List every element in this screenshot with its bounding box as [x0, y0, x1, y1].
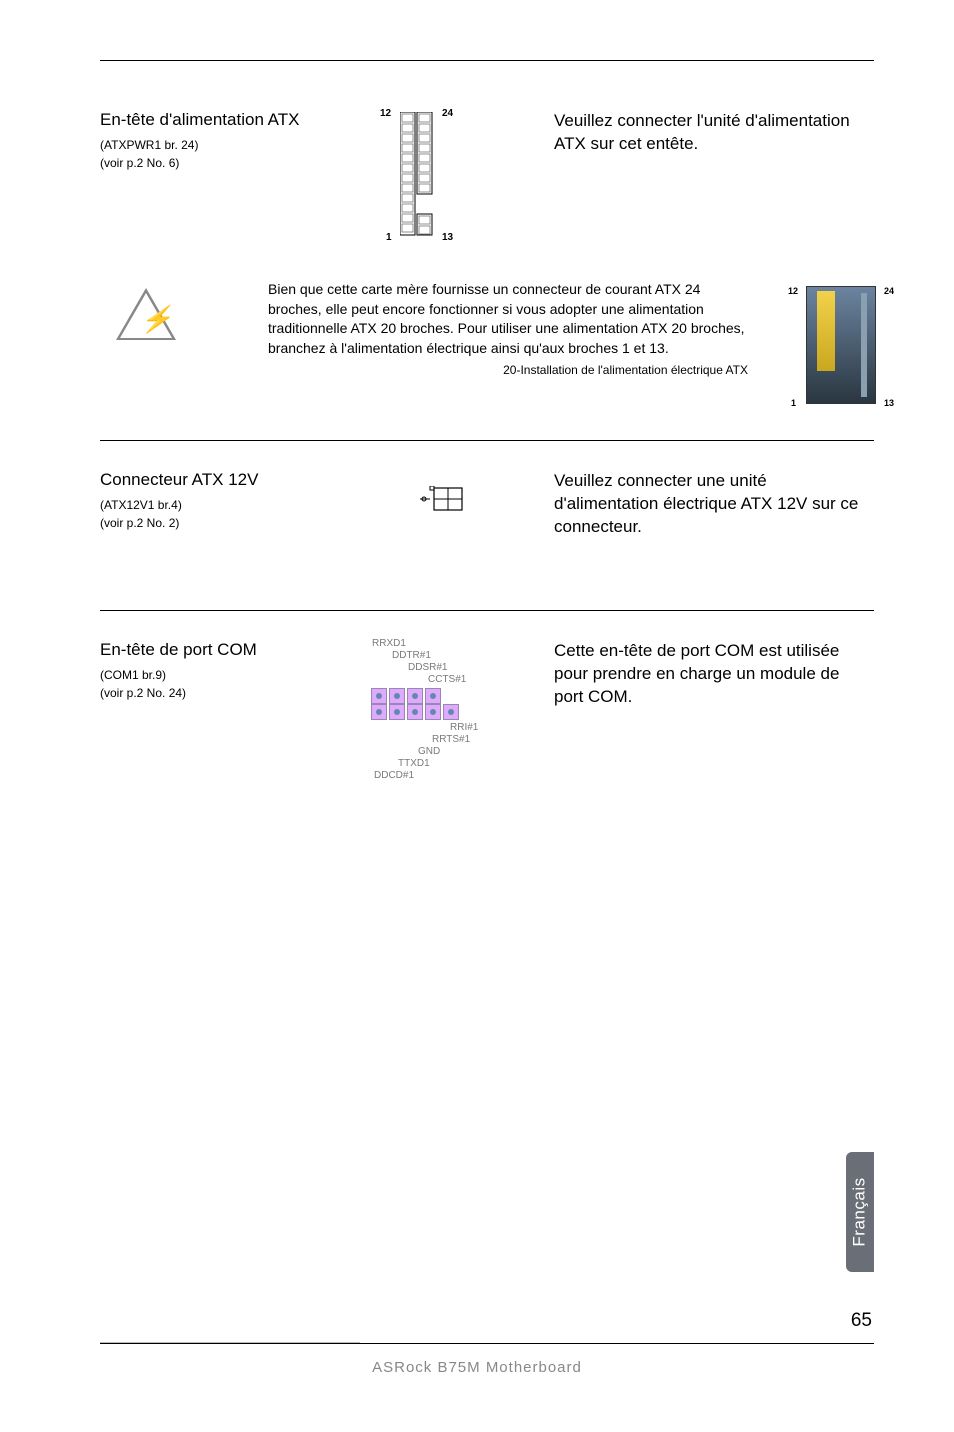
warning-icon: ⚡	[114, 284, 178, 358]
page-number: 65	[851, 1310, 872, 1332]
page: En-tête d'alimentation ATX (ATXPWR1 br. …	[0, 0, 954, 1432]
s1-sub1: (ATXPWR1 br. 24)	[100, 136, 380, 154]
s1-right-text: Veuillez connecter l'unité d'alimentatio…	[554, 110, 854, 156]
com-port-diagram: RRXD1 DDTR#1 DDSR#1 CCTS#1 RRI#1 RRTS#1 …	[366, 638, 516, 782]
warning-block: ⚡ Bien que cette carte mère fournisse un…	[100, 280, 876, 420]
photo-label-12: 12	[788, 286, 798, 296]
language-label: Français	[850, 1177, 870, 1246]
s2-left-block: Connecteur ATX 12V (ATX12V1 br.4) (voir …	[100, 470, 380, 532]
com-top-label-3: CCTS#1	[428, 674, 516, 686]
photo-label-1: 1	[791, 398, 796, 408]
com-top-label-2: DDSR#1	[408, 662, 516, 674]
warning-text-block: Bien que cette carte mère fournisse un c…	[268, 280, 748, 379]
com-bot-label-0: RRI#1	[450, 722, 516, 734]
atx-pin-label-1: 1	[386, 232, 392, 243]
atx-photo	[806, 286, 876, 404]
atx-header-diagram	[400, 112, 460, 241]
rule-mid-2	[100, 610, 874, 611]
photo-label-24: 24	[884, 286, 894, 296]
com-top-label-1: DDTR#1	[392, 650, 516, 662]
com-top-label-0: RRXD1	[372, 638, 516, 650]
lightning-icon: ⚡	[140, 304, 172, 335]
com-bot-label-1: RRTS#1	[432, 734, 516, 746]
photo-label-13: 13	[884, 398, 894, 408]
atx-pin-label-12: 12	[380, 108, 391, 119]
com-bot-label-2: GND	[418, 746, 516, 758]
rule-top	[100, 60, 874, 61]
com-bot-label-4: DDCD#1	[374, 770, 516, 782]
s3-sub2: (voir p.2 No. 24)	[100, 684, 380, 702]
s2-sub2: (voir p.2 No. 2)	[100, 514, 380, 532]
atx12v-diagram	[420, 486, 460, 510]
s3-sub1: (COM1 br.9)	[100, 666, 380, 684]
warning-caption: 20-Installation de l'alimentation électr…	[268, 362, 748, 379]
s3-right-text: Cette en-tête de port COM est utilisée p…	[554, 640, 864, 709]
s1-sub2: (voir p.2 No. 6)	[100, 154, 380, 172]
warning-body: Bien que cette carte mère fournisse un c…	[268, 280, 748, 358]
com-bot-label-3: TTXD1	[398, 758, 516, 770]
s3-title: En-tête de port COM	[100, 640, 380, 660]
s2-sub1: (ATX12V1 br.4)	[100, 496, 380, 514]
com-pin-row-bottom	[370, 704, 516, 720]
language-side-tab: Français	[846, 1152, 874, 1272]
rule-mid-1	[100, 440, 874, 441]
footer-label: ASRock B75M Motherboard	[372, 1359, 582, 1376]
footer-text: ASRock B75M Motherboard	[0, 1359, 954, 1376]
s1-title: En-tête d'alimentation ATX	[100, 110, 380, 130]
s3-left-block: En-tête de port COM (COM1 br.9) (voir p.…	[100, 640, 380, 702]
s2-title: Connecteur ATX 12V	[100, 470, 380, 490]
s1-left-block: En-tête d'alimentation ATX (ATXPWR1 br. …	[100, 110, 380, 172]
atx-pin-label-13: 13	[442, 232, 453, 243]
s2-right-text: Veuillez connecter une unité d'alimentat…	[554, 470, 864, 539]
com-pin-row-top	[370, 688, 516, 704]
rule-bottom	[100, 1343, 874, 1344]
